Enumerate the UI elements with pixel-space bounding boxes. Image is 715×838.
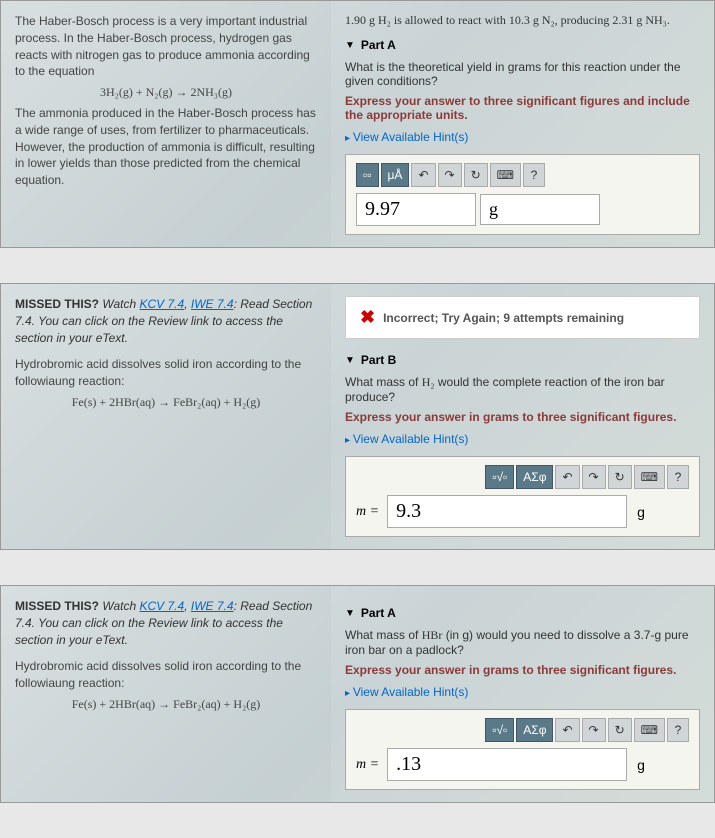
view-hints-link[interactable]: View Available Hint(s) xyxy=(345,685,700,699)
part-label: Part A xyxy=(361,38,396,52)
question-panel: ✖ Incorrect; Try Again; 9 attempts remai… xyxy=(331,284,714,549)
unit-label: g xyxy=(637,504,645,520)
variable-label: m = xyxy=(356,504,379,520)
keyboard-icon[interactable]: ⌨ xyxy=(490,163,521,187)
help-icon[interactable]: ? xyxy=(667,465,689,489)
reset-icon[interactable]: ↻ xyxy=(608,718,632,742)
part-header[interactable]: ▼ Part A xyxy=(345,38,700,52)
answer-area: ▫▫ μÅ ↶ ↷ ↻ ⌨ ? xyxy=(345,154,700,235)
view-hints-link[interactable]: View Available Hint(s) xyxy=(345,432,700,446)
undo-icon[interactable]: ↶ xyxy=(411,163,435,187)
equation: Fe(s) + 2HBr(aq) → FeBr₂(aq) + H₂(g) xyxy=(15,394,317,411)
help-icon[interactable]: ? xyxy=(667,718,689,742)
redo-icon[interactable]: ↷ xyxy=(582,718,606,742)
answer-input[interactable] xyxy=(387,495,627,528)
context-panel: MISSED THIS? Watch KCV 7.4, IWE 7.4: Rea… xyxy=(1,586,331,802)
equation: Fe(s) + 2HBr(aq) → FeBr₂(aq) + H₂(g) xyxy=(15,696,317,713)
problem-block-2: MISSED THIS? Watch KCV 7.4, IWE 7.4: Rea… xyxy=(0,283,715,550)
problem-block-1: The Haber-Bosch process is a very import… xyxy=(0,0,715,248)
answer-toolbar: ▫√▫ ΑΣφ ↶ ↷ ↻ ⌨ ? xyxy=(356,718,689,742)
input-row: m = g xyxy=(356,495,689,528)
keyboard-icon[interactable]: ⌨ xyxy=(634,465,665,489)
input-row xyxy=(356,193,689,226)
iwe-link[interactable]: IWE 7.4 xyxy=(191,297,234,311)
unit-input[interactable] xyxy=(480,194,600,225)
question-panel: ▼ Part A What mass of HBr (in g) would y… xyxy=(331,586,714,802)
context-panel: MISSED THIS? Watch KCV 7.4, IWE 7.4: Rea… xyxy=(1,284,331,549)
answer-input[interactable] xyxy=(356,193,476,226)
collapse-icon: ▼ xyxy=(345,40,355,51)
answer-input[interactable] xyxy=(387,748,627,781)
unit-label: g xyxy=(637,757,645,773)
symbols-button[interactable]: ΑΣφ xyxy=(516,718,553,742)
missed-this: MISSED THIS? Watch KCV 7.4, IWE 7.4: Rea… xyxy=(15,296,317,346)
given-info: 1.90 g H₂ is allowed to react with 10.3 … xyxy=(345,13,700,28)
answer-instruction: Express your answer in grams to three si… xyxy=(345,410,700,424)
part-label: Part B xyxy=(361,353,396,367)
kcv-link[interactable]: KCV 7.4 xyxy=(140,599,185,613)
help-icon[interactable]: ? xyxy=(523,163,545,187)
template-button[interactable]: ▫√▫ xyxy=(485,718,514,742)
question-text: What mass of HBr (in g) would you need t… xyxy=(345,628,700,657)
reset-icon[interactable]: ↻ xyxy=(464,163,488,187)
units-button[interactable]: μÅ xyxy=(381,163,410,187)
answer-instruction: Express your answer in grams to three si… xyxy=(345,663,700,677)
undo-icon[interactable]: ↶ xyxy=(555,465,579,489)
reset-icon[interactable]: ↻ xyxy=(608,465,632,489)
part-header[interactable]: ▼ Part B xyxy=(345,353,700,367)
context-paragraph: Hydrobromic acid dissolves solid iron ac… xyxy=(15,658,317,692)
collapse-icon: ▼ xyxy=(345,608,355,619)
missed-label: MISSED THIS? xyxy=(15,599,99,613)
answer-instruction: Express your answer to three significant… xyxy=(345,94,700,122)
part-header[interactable]: ▼ Part A xyxy=(345,606,700,620)
format-button[interactable]: ▫▫ xyxy=(356,163,379,187)
equation: 3H₂(g) + N₂(g) → 2NH₃(g) xyxy=(15,84,317,101)
context-panel: The Haber-Bosch process is a very import… xyxy=(1,1,331,247)
question-text: What is the theoretical yield in grams f… xyxy=(345,60,700,88)
feedback-text: Incorrect; Try Again; 9 attempts remaini… xyxy=(383,311,624,325)
context-paragraph: Hydrobromic acid dissolves solid iron ac… xyxy=(15,356,317,390)
keyboard-icon[interactable]: ⌨ xyxy=(634,718,665,742)
answer-area: ▫√▫ ΑΣφ ↶ ↷ ↻ ⌨ ? m = g xyxy=(345,709,700,790)
feedback-banner: ✖ Incorrect; Try Again; 9 attempts remai… xyxy=(345,296,700,339)
redo-icon[interactable]: ↷ xyxy=(438,163,462,187)
missed-this: MISSED THIS? Watch KCV 7.4, IWE 7.4: Rea… xyxy=(15,598,317,648)
symbols-button[interactable]: ΑΣφ xyxy=(516,465,553,489)
undo-icon[interactable]: ↶ xyxy=(555,718,579,742)
input-row: m = g xyxy=(356,748,689,781)
part-label: Part A xyxy=(361,606,396,620)
answer-toolbar: ▫▫ μÅ ↶ ↷ ↻ ⌨ ? xyxy=(356,163,689,187)
kcv-link[interactable]: KCV 7.4 xyxy=(140,297,185,311)
problem-block-3: MISSED THIS? Watch KCV 7.4, IWE 7.4: Rea… xyxy=(0,585,715,803)
question-panel: 1.90 g H₂ is allowed to react with 10.3 … xyxy=(331,1,714,247)
context-paragraph: The Haber-Bosch process is a very import… xyxy=(15,13,317,80)
incorrect-icon: ✖ xyxy=(360,307,375,328)
iwe-link[interactable]: IWE 7.4 xyxy=(191,599,234,613)
collapse-icon: ▼ xyxy=(345,355,355,366)
question-text: What mass of H₂ would the complete react… xyxy=(345,375,700,404)
context-paragraph: The ammonia produced in the Haber-Bosch … xyxy=(15,105,317,189)
answer-toolbar: ▫√▫ ΑΣφ ↶ ↷ ↻ ⌨ ? xyxy=(356,465,689,489)
answer-area: ▫√▫ ΑΣφ ↶ ↷ ↻ ⌨ ? m = g xyxy=(345,456,700,537)
variable-label: m = xyxy=(356,757,379,773)
redo-icon[interactable]: ↷ xyxy=(582,465,606,489)
template-button[interactable]: ▫√▫ xyxy=(485,465,514,489)
view-hints-link[interactable]: View Available Hint(s) xyxy=(345,130,700,144)
missed-label: MISSED THIS? xyxy=(15,297,99,311)
